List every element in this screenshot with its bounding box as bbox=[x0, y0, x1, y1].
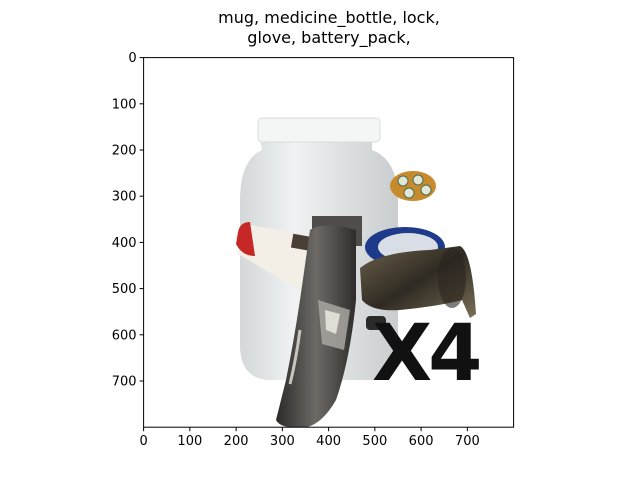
x-tick-label: 400 bbox=[316, 434, 341, 449]
x-tick-label: 0 bbox=[139, 434, 147, 449]
mug bbox=[360, 246, 476, 318]
x-tick-label: 500 bbox=[362, 434, 387, 449]
y-tick-label: 400 bbox=[112, 236, 137, 251]
y-tick-label: 0 bbox=[128, 51, 136, 66]
x-tick-label: 100 bbox=[177, 434, 202, 449]
y-tick-label: 700 bbox=[112, 375, 137, 390]
x-tick-label: 700 bbox=[455, 434, 480, 449]
title-line-1: mug, medicine_bottle, lock, bbox=[218, 8, 440, 27]
y-tick-label: 200 bbox=[112, 144, 137, 159]
x-tick-label: 600 bbox=[409, 434, 434, 449]
pill-bottle bbox=[236, 222, 312, 294]
x-tick-label: 300 bbox=[270, 434, 295, 449]
figure-title: mug, medicine_bottle, lock, glove, batte… bbox=[0, 8, 640, 48]
y-tick-label: 100 bbox=[112, 97, 137, 112]
battery-pack bbox=[390, 171, 436, 201]
x-tick-label: 200 bbox=[224, 434, 249, 449]
y-tick-label: 500 bbox=[112, 282, 137, 297]
y-tick-label: 300 bbox=[112, 190, 137, 205]
glove bbox=[276, 216, 362, 428]
y-axis: 0 100 200 300 400 500 600 700 bbox=[112, 51, 144, 390]
x-axis: 0 100 200 300 400 500 600 700 bbox=[139, 427, 480, 449]
overlay-text: X4 bbox=[372, 309, 479, 399]
y-tick-label: 600 bbox=[112, 328, 137, 343]
title-line-2: glove, battery_pack, bbox=[247, 28, 411, 47]
image-content: X4 bbox=[236, 117, 483, 428]
